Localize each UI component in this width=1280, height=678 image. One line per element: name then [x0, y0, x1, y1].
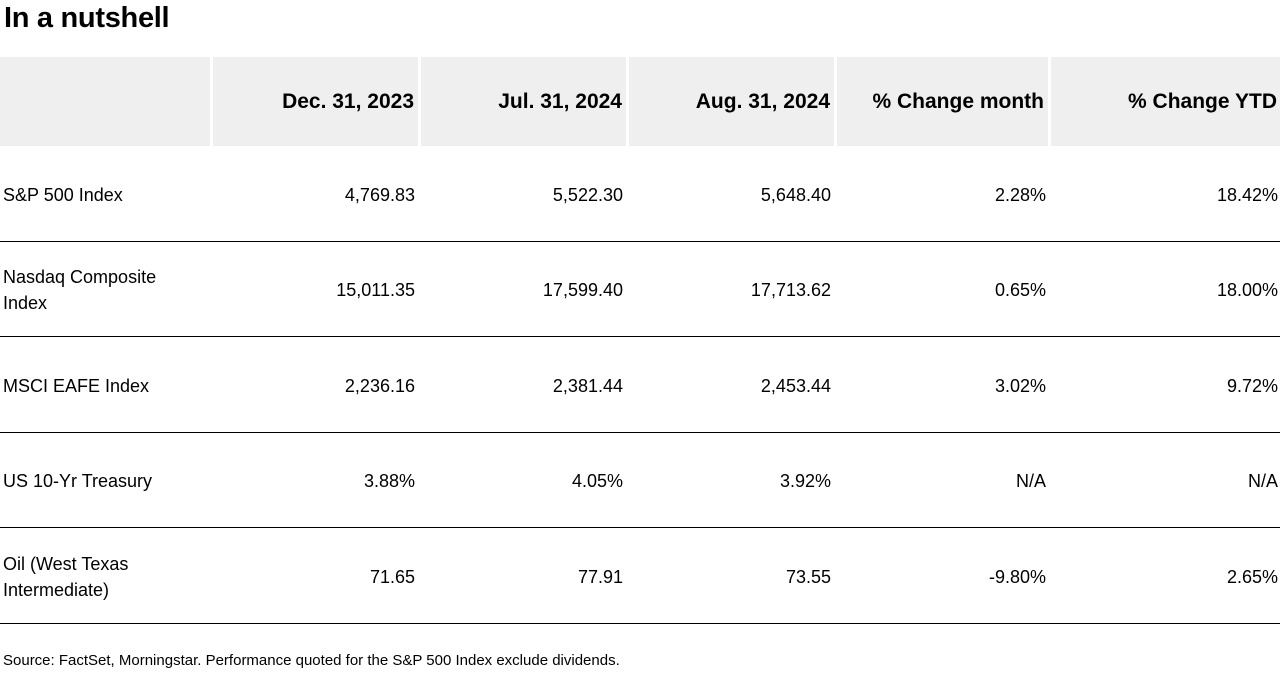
cell-jul-2024: 2,381.44: [552, 375, 623, 396]
cell-change-ytd: N/A: [1247, 470, 1278, 491]
row-label: US 10-Yr Treasury: [3, 470, 153, 491]
header-cell-change-ytd: % Change YTD: [1051, 57, 1280, 146]
row-label: S&P 500 Index: [3, 184, 123, 205]
cell-change-ytd: 2.65%: [1226, 566, 1278, 587]
row-label: MSCI EAFE Index: [3, 375, 150, 396]
header-cell-dec-2023: Dec. 31, 2023: [213, 57, 418, 146]
cell-dec-2023: 71.65: [369, 566, 415, 587]
header-cell-change-month: % Change month: [837, 57, 1048, 146]
page-title: In a nutshell: [4, 2, 170, 34]
table-row: US 10-Yr Treasury 3.88% 4.05% 3.92% N/A …: [0, 433, 1280, 528]
cell-change-ytd: 18.00%: [1216, 279, 1278, 300]
table-row: Oil (West Texas Intermediate) 71.65 77.9…: [0, 529, 1280, 624]
row-label: Oil (West Texas Intermediate): [3, 553, 129, 600]
header-cell-jul-2024: Jul. 31, 2024: [421, 57, 626, 146]
cell-change-month: -9.80%: [988, 566, 1046, 587]
table-row: MSCI EAFE Index 2,236.16 2,381.44 2,453.…: [0, 338, 1280, 433]
header-cell-label: [0, 57, 210, 146]
cell-change-month: N/A: [1015, 470, 1046, 491]
cell-jul-2024: 77.91: [577, 566, 623, 587]
cell-dec-2023: 15,011.35: [336, 279, 415, 300]
cell-jul-2024: 17,599.40: [542, 279, 623, 300]
cell-change-ytd: 9.72%: [1226, 375, 1278, 396]
cell-change-month: 2.28%: [994, 184, 1046, 205]
cell-aug-2024: 73.55: [785, 566, 831, 587]
table-row: S&P 500 Index 4,769.83 5,522.30 5,648.40…: [0, 147, 1280, 242]
cell-aug-2024: 17,713.62: [750, 279, 831, 300]
cell-jul-2024: 4.05%: [571, 470, 623, 491]
cell-aug-2024: 3.92%: [779, 470, 831, 491]
cell-change-ytd: 18.42%: [1216, 184, 1278, 205]
row-label: Nasdaq Composite Index: [3, 266, 157, 313]
cell-aug-2024: 2,453.44: [760, 375, 831, 396]
header-cell-aug-2024: Aug. 31, 2024: [629, 57, 834, 146]
source-note: Source: FactSet, Morningstar. Performanc…: [3, 652, 620, 669]
cell-jul-2024: 5,522.30: [552, 184, 623, 205]
cell-dec-2023: 4,769.83: [344, 184, 415, 205]
cell-aug-2024: 5,648.40: [760, 184, 831, 205]
table-row: Nasdaq Composite Index 15,011.35 17,599.…: [0, 242, 1280, 337]
cell-dec-2023: 2,236.16: [344, 375, 415, 396]
cell-change-month: 0.65%: [994, 279, 1046, 300]
cell-change-month: 3.02%: [994, 375, 1046, 396]
cell-dec-2023: 3.88%: [363, 470, 415, 491]
table-header-row: Dec. 31, 2023 Jul. 31, 2024 Aug. 31, 202…: [0, 57, 1280, 146]
